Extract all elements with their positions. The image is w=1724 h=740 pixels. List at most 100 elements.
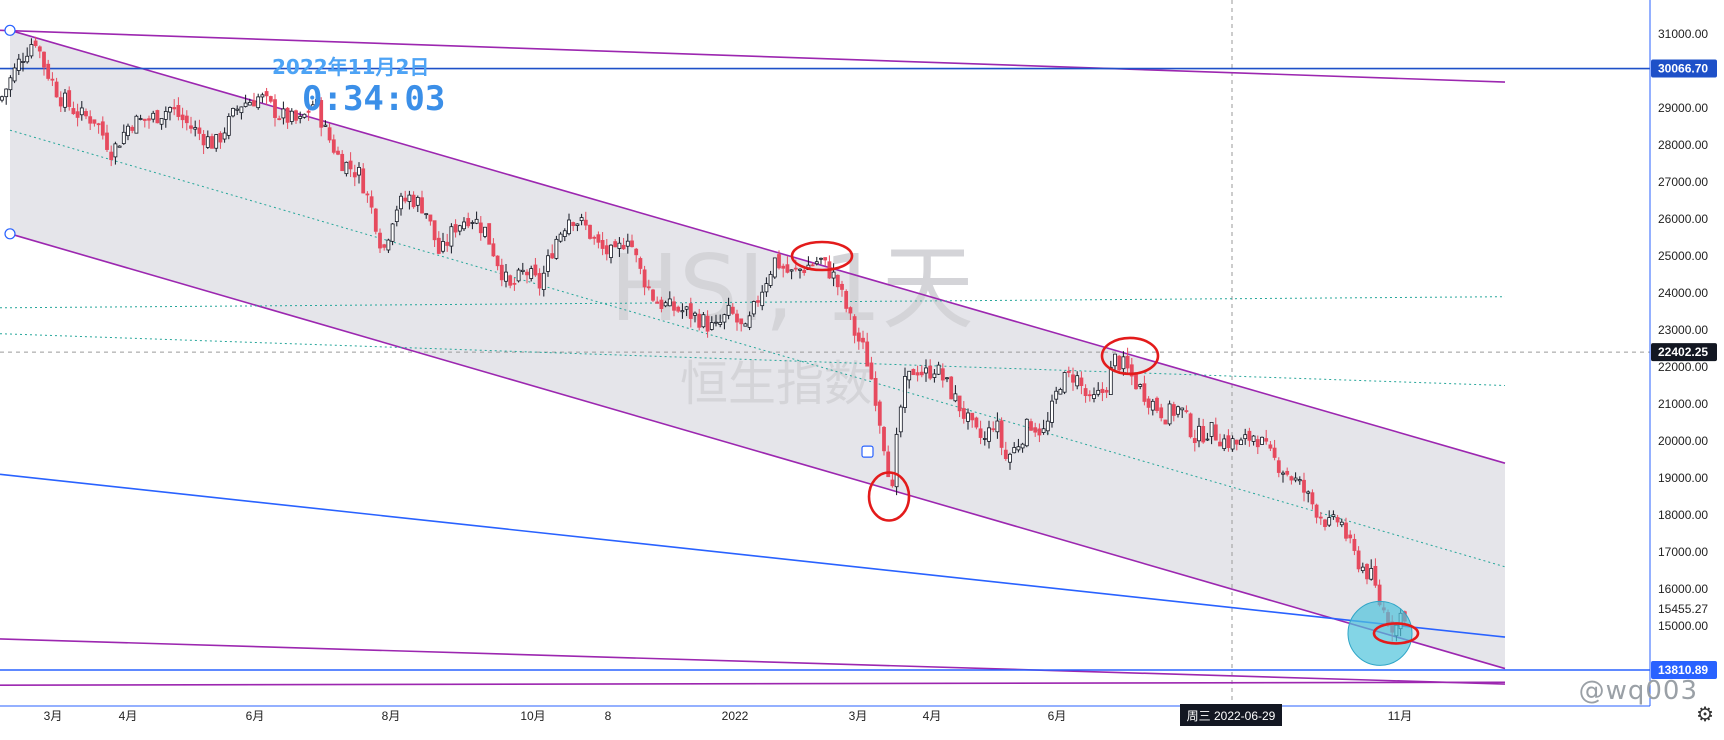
candle-body [709, 322, 714, 330]
candle-body [46, 63, 51, 79]
candle-body [84, 111, 88, 117]
candle-body [1251, 435, 1256, 442]
candle-body [130, 126, 135, 131]
candle-body [54, 81, 59, 98]
candle-body [281, 108, 286, 119]
candle-body [537, 273, 542, 289]
candle-body [155, 110, 160, 124]
y-tick-label: 17000.00 [1658, 545, 1708, 559]
trendline-blue-support[interactable] [0, 473, 1506, 638]
gear-icon[interactable]: ⚙ [1696, 702, 1714, 726]
symbol-watermark: HSI, 1天 [610, 235, 974, 342]
candle-body [772, 257, 777, 278]
candle-body [105, 132, 109, 150]
candle-body [705, 315, 710, 332]
candle-body [449, 226, 454, 247]
candle-body [390, 223, 395, 242]
trendline-main-lower[interactable] [9, 233, 1506, 670]
trendline-upper-outer[interactable] [0, 29, 1506, 83]
midpoint-handle[interactable] [861, 445, 874, 458]
price-tag [1651, 660, 1717, 679]
candle-body [571, 222, 576, 227]
trendline-teal-flat-2[interactable] [0, 333, 1506, 386]
y-tick-label: 29000.00 [1658, 101, 1708, 115]
candle-body [352, 172, 357, 178]
highlight-marks[interactable] [790, 240, 1420, 666]
candle-body [420, 197, 424, 214]
trendline-lower-outer[interactable] [0, 638, 1506, 685]
candle-body [529, 268, 534, 279]
candle-body [1003, 449, 1008, 460]
candle-body [928, 365, 933, 379]
candle-body [655, 301, 660, 304]
candle-body [289, 110, 294, 122]
candle-body [1050, 400, 1054, 423]
price-tag-label: 13810.89 [1658, 663, 1708, 677]
candle-body [4, 88, 9, 98]
candle-body [403, 197, 408, 202]
highlight-ellipse-1[interactable] [867, 471, 911, 522]
candle-body [600, 240, 605, 249]
candle-body [987, 427, 991, 442]
x-tick-label: 11月 [1388, 709, 1412, 723]
candle-body [730, 306, 735, 314]
x-tick-label: 10月 [520, 709, 545, 723]
y-tick-label: 28000.00 [1658, 138, 1708, 152]
candle-body [1365, 563, 1369, 580]
candle-body [579, 217, 584, 222]
candle-body [1159, 407, 1164, 419]
candle-body [596, 234, 601, 243]
candle-body [235, 108, 240, 111]
candle-body [1297, 479, 1302, 482]
candle-body [940, 368, 945, 381]
candle-body [1192, 438, 1197, 444]
candle-body [369, 196, 374, 208]
highlight-ellipse-0[interactable] [790, 240, 854, 272]
candle-body [974, 417, 979, 428]
candle-body [1150, 400, 1155, 411]
candle-body [869, 362, 874, 380]
candle-body [163, 111, 168, 120]
highlight-ellipse-2[interactable] [1100, 336, 1160, 376]
candle-body [294, 110, 298, 121]
candle-body [1083, 388, 1088, 397]
candle-body [1272, 447, 1277, 458]
candle-body [802, 269, 807, 274]
anchor-handle-0[interactable] [4, 24, 16, 36]
candle-body [1029, 421, 1033, 431]
candle-body [42, 51, 46, 68]
trendline-teal-flat-1[interactable] [0, 296, 1506, 309]
candle-body [1096, 389, 1101, 395]
candle-body [1087, 394, 1092, 397]
price-axis[interactable]: 31000.00 29000.00 28000.00 27000.00 26000.00… [1651, 0, 1724, 706]
candle-body [58, 97, 63, 107]
candle-body [331, 139, 336, 153]
x-tick-label: 3月 [44, 709, 63, 723]
trendline-bottom[interactable] [0, 681, 1506, 687]
candle-body [1058, 389, 1063, 395]
highlight-ellipse-3[interactable] [1372, 622, 1420, 645]
candle-body [1285, 470, 1290, 475]
highlight-circle[interactable] [1347, 600, 1413, 666]
candle-body [558, 233, 563, 242]
candle-body [252, 100, 256, 107]
anchor-handle-1[interactable] [4, 228, 16, 240]
candle-body [886, 451, 891, 478]
candle-body [71, 108, 76, 115]
candle-body [1163, 419, 1168, 425]
candle-body [1318, 516, 1323, 519]
candle-body [924, 367, 928, 374]
candle-body [676, 306, 681, 312]
candle-body [260, 94, 265, 98]
candle-body [1234, 439, 1239, 445]
y-tick-label: 15000.00 [1658, 619, 1708, 633]
candle-body [1012, 447, 1017, 454]
candle-body [8, 77, 13, 91]
candle-body [701, 314, 706, 328]
candle-body [264, 91, 269, 97]
candle-body [735, 313, 739, 323]
candle-body [592, 236, 597, 239]
candle-body [554, 238, 559, 259]
candle-body [504, 271, 508, 282]
